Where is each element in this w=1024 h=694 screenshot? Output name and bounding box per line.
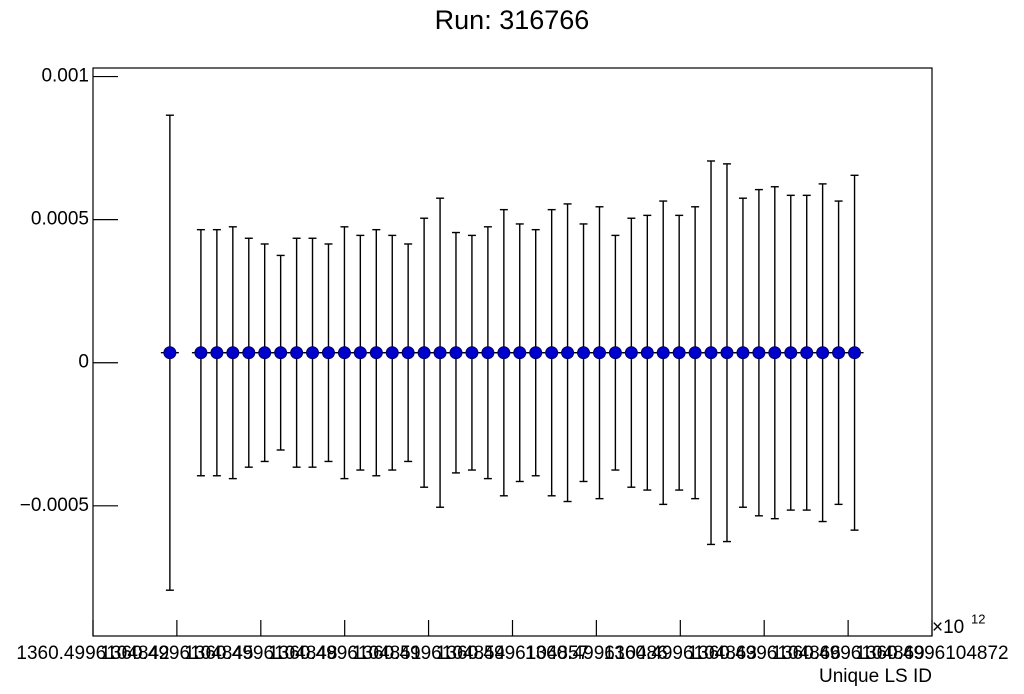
y-tick-label: 0.001	[41, 66, 89, 87]
marker	[816, 346, 830, 360]
marker	[321, 346, 335, 360]
marker	[274, 346, 288, 360]
marker	[226, 346, 240, 360]
x-tick-label: 1360.4996104842	[16, 643, 169, 664]
marker	[688, 346, 702, 360]
marker	[163, 346, 177, 360]
marker	[417, 346, 431, 360]
marker	[465, 346, 479, 360]
marker	[608, 346, 622, 360]
marker	[433, 346, 447, 360]
marker	[385, 346, 399, 360]
x-multiplier: ×10	[932, 617, 964, 638]
marker	[481, 346, 495, 360]
marker	[258, 346, 272, 360]
x-tick-label: 1360.499610486	[525, 643, 668, 664]
x-tick-label: 1360.4996104848	[184, 643, 337, 664]
x-tick-label: 1360.4996104869	[772, 643, 925, 664]
marker	[545, 346, 559, 360]
marker	[592, 346, 606, 360]
marker	[656, 346, 670, 360]
marker	[800, 346, 814, 360]
marker	[306, 346, 320, 360]
marker	[672, 346, 686, 360]
y-tick-label: 0	[78, 352, 89, 373]
marker	[577, 346, 591, 360]
marker	[497, 346, 511, 360]
marker	[449, 346, 463, 360]
marker	[752, 346, 766, 360]
x-tick-label: 1360.4996104854	[352, 643, 506, 664]
x-tick-label: 1360.4996104857	[436, 643, 589, 664]
marker	[194, 346, 208, 360]
x-tick-label: 1360.4996104845	[100, 643, 253, 664]
marker	[624, 346, 638, 360]
marker	[290, 346, 304, 360]
x-multiplier-exp: 12	[971, 611, 985, 626]
y-tick-label: −0.0005	[20, 495, 89, 516]
x-tick-label: 1360.4996104863	[604, 643, 757, 664]
marker	[401, 346, 415, 360]
y-tick-label: 0.0005	[31, 209, 89, 230]
marker	[848, 346, 862, 360]
marker	[210, 346, 224, 360]
marker	[369, 346, 383, 360]
marker	[353, 346, 367, 360]
chart-title: Run: 316766	[435, 5, 590, 35]
marker	[768, 346, 782, 360]
marker	[640, 346, 654, 360]
marker	[704, 346, 718, 360]
x-axis-title: Unique LS ID	[819, 666, 932, 687]
marker	[736, 346, 750, 360]
marker	[832, 346, 846, 360]
x-tick-label: 1360.4996104851	[268, 643, 421, 664]
marker	[513, 346, 527, 360]
marker	[561, 346, 575, 360]
marker	[720, 346, 734, 360]
x-tick-label: 1360.4996104872	[855, 643, 1008, 664]
marker	[784, 346, 798, 360]
marker	[337, 346, 351, 360]
marker	[529, 346, 543, 360]
x-tick-label: 1360.4996104866	[688, 643, 841, 664]
marker	[242, 346, 256, 360]
